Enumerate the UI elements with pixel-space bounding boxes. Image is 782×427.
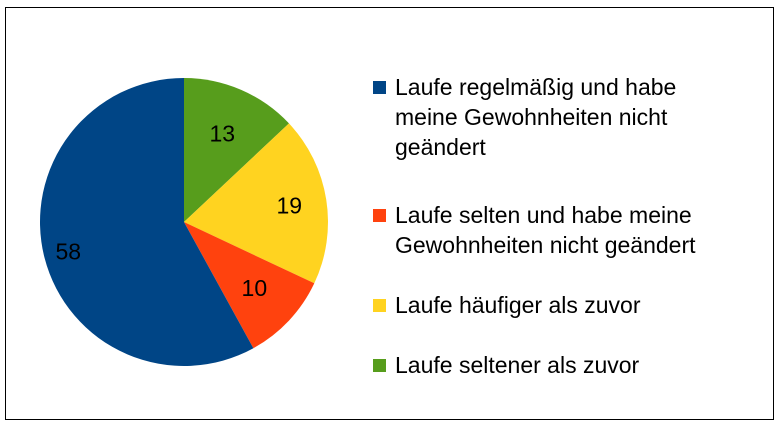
legend-label-0-line-1: meine Gewohnheiten nicht [395,104,668,130]
legend-label-3-line-0: Laufe seltener als zuvor [395,352,640,378]
pie-slice-selten [184,222,315,349]
data-label-seltener: 13 [210,120,236,146]
legend-swatch-2 [373,299,386,312]
pie-slice-regelmaessig [40,78,254,366]
legend-item-3: Laufe seltener als zuvor [373,350,639,380]
legend-swatch-1 [373,209,386,222]
legend-label-2-line-0: Laufe häufiger als zuvor [395,292,641,318]
data-label-regelmaessig: 58 [55,239,81,265]
legend-swatch-0 [373,81,386,94]
legend-item-0: Laufe regelmäßig und habe meine Gewohnhe… [373,72,676,162]
pie-slice-seltener [184,78,289,222]
legend-label-0-line-2: geändert [395,134,486,160]
data-label-selten: 10 [242,275,268,301]
legend-item-1: Laufe selten und habe meine Gewohnheiten… [373,200,696,260]
legend-swatch-3 [373,359,386,372]
data-label-haeufiger: 19 [276,192,302,218]
legend-label-0-line-0: Laufe regelmäßig und habe [395,74,677,100]
legend-label-1-line-0: Laufe selten und habe meine [395,202,692,228]
legend-item-2: Laufe häufiger als zuvor [373,290,641,320]
pie-slice-haeufiger [184,123,329,284]
legend-label-1-line-1: Gewohnheiten nicht geändert [395,232,696,258]
